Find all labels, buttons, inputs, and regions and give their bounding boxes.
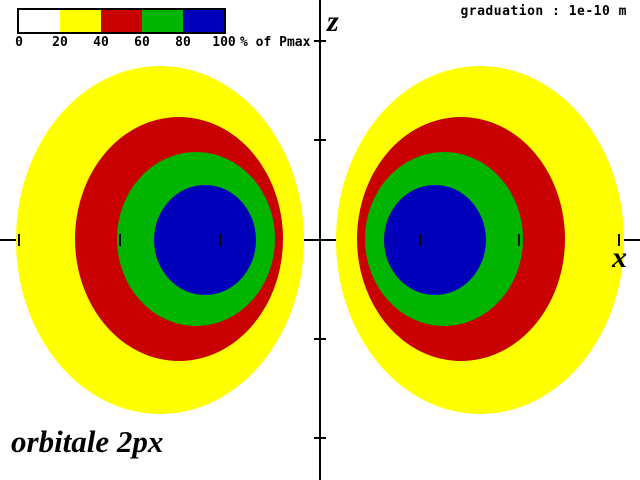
z-axis-label: z [327, 5, 339, 38]
legend-scale-label-0: 0 [15, 35, 23, 50]
z-axis-tick [314, 239, 326, 241]
x-axis-tick [219, 234, 221, 246]
pmax-color-legend [17, 8, 226, 34]
x-axis-tick [518, 234, 520, 246]
legend-scale-label-20: 20 [52, 35, 68, 50]
graduation-label: graduation : 1e-10 m [460, 4, 627, 19]
z-axis-tick [314, 338, 326, 340]
x-axis-tick [419, 234, 421, 246]
z-axis-tick [314, 139, 326, 141]
x-axis-label: x [612, 241, 627, 274]
left-lobe-band-80 [154, 185, 256, 295]
z-axis-tick [314, 437, 326, 439]
legend-scale-label-80: 80 [175, 35, 191, 50]
legend-segment-80-100 [183, 10, 224, 32]
z-axis-tick [314, 40, 326, 42]
legend-segment-0-20 [19, 10, 60, 32]
x-axis-tick [618, 234, 620, 246]
orbital-title: orbitale 2px [11, 424, 164, 459]
legend-scale-label-100: 100 [212, 35, 236, 50]
legend-segment-20-40 [60, 10, 101, 32]
legend-segment-40-60 [101, 10, 142, 32]
legend-segment-60-80 [142, 10, 183, 32]
x-axis-tick [119, 234, 121, 246]
legend-scale-label-60: 60 [134, 35, 150, 50]
legend-unit-label: % of Pmax [240, 35, 311, 50]
x-axis-tick [18, 234, 20, 246]
right-lobe-band-80 [384, 185, 486, 295]
legend-scale-label-40: 40 [93, 35, 109, 50]
